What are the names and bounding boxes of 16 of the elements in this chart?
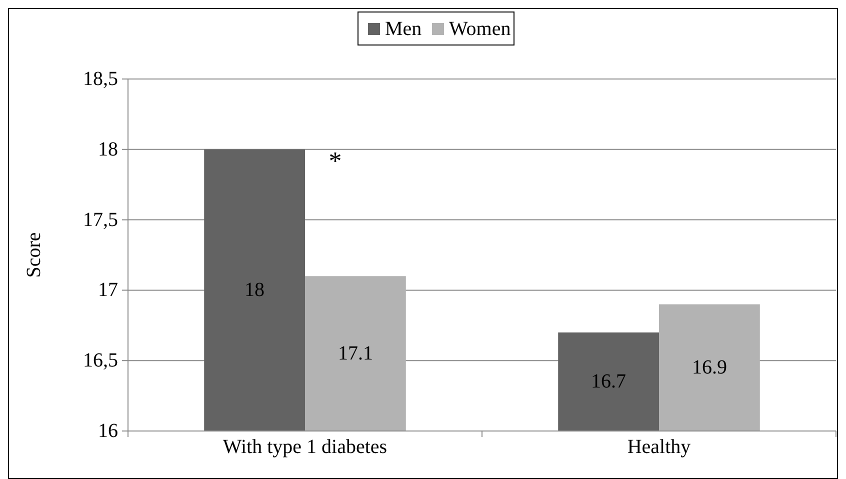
y-tick-label: 17	[98, 279, 118, 302]
legend-label: Women	[449, 18, 511, 40]
annotation: *	[328, 146, 342, 176]
y-tick-label: 18,5	[83, 68, 118, 90]
y-tick-label: 16,5	[83, 350, 118, 372]
data-label: 18	[244, 279, 265, 302]
x-tick-label: With type 1 diabetes	[222, 436, 388, 458]
data-label: 16.7	[591, 370, 626, 393]
y-tick-label: 16	[98, 420, 118, 442]
legend-label: Men	[385, 18, 422, 40]
y-tick-label: 17,5	[83, 208, 118, 231]
y-tick-label: 18	[98, 138, 118, 160]
data-label: 16.9	[692, 356, 727, 379]
y-axis-title: Score	[23, 232, 45, 278]
x-tick-label: Healthy	[627, 436, 691, 458]
data-label: 17.1	[338, 342, 373, 365]
